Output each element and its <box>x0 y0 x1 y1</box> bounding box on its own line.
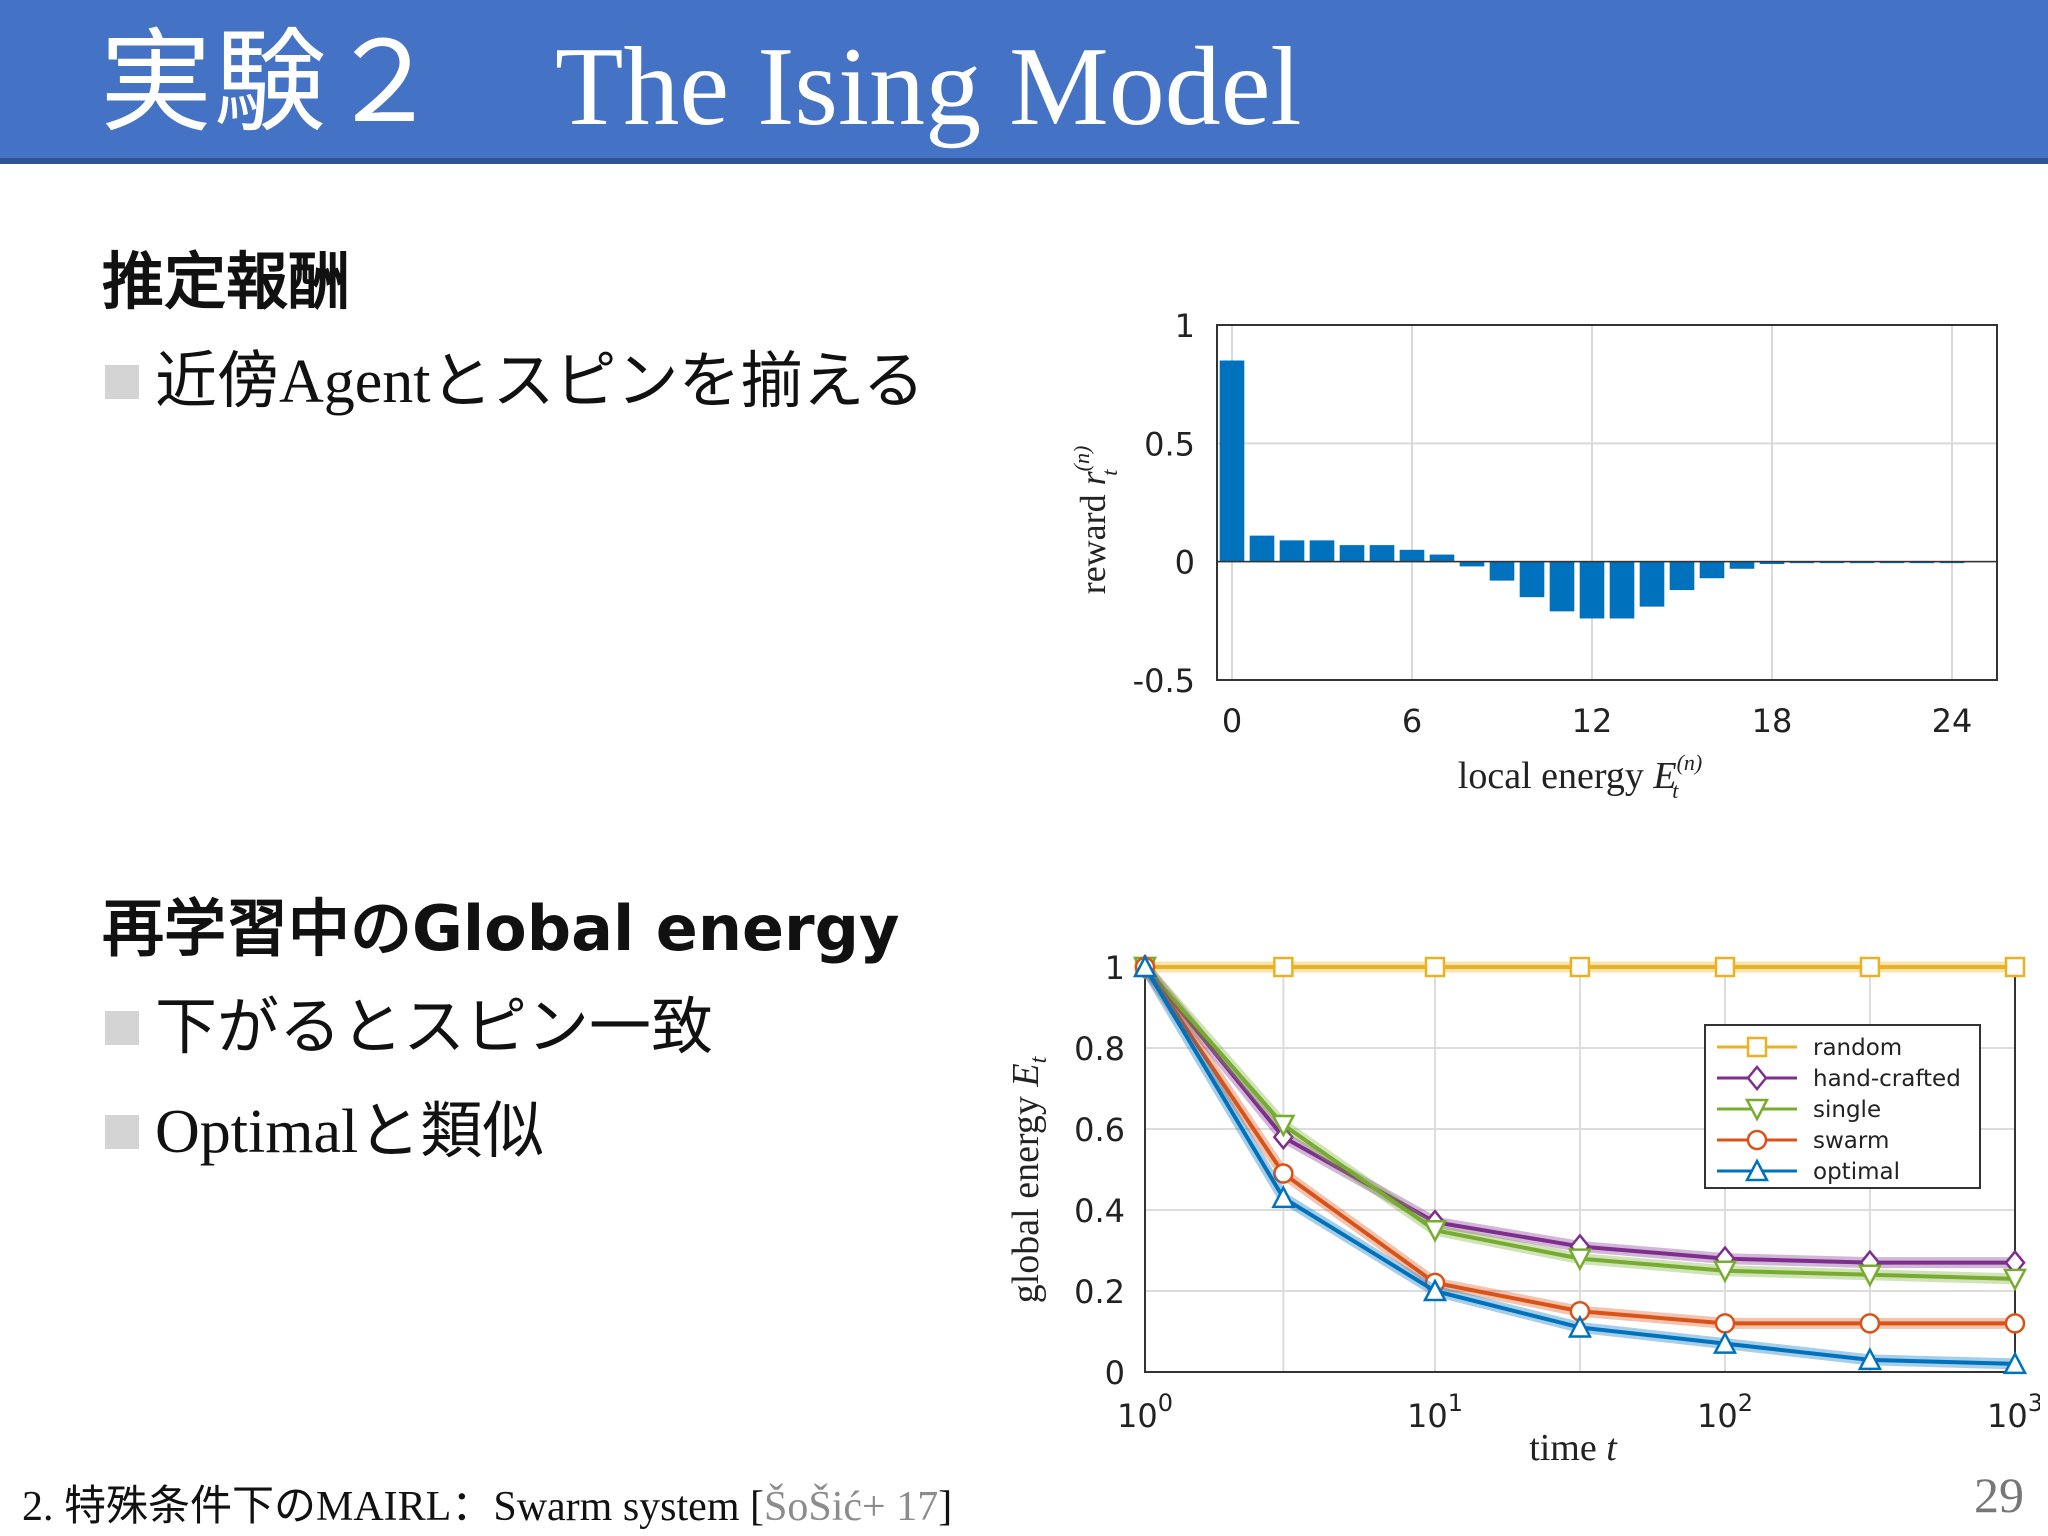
section2-bullet-2: Optimalと類似 <box>105 1098 544 1166</box>
legend-label: hand-crafted <box>1813 1066 1961 1092</box>
section2-heading: 再学習中のGlobal energy <box>102 892 900 965</box>
bar-mark <box>1729 561 1755 569</box>
triangle-down-marker <box>1744 1098 1770 1122</box>
legend-label: random <box>1813 1035 1902 1061</box>
line-y-tick-label: 1 <box>1105 949 1125 987</box>
bar-y-tick-label: 0 <box>1175 544 1195 582</box>
triangle-down-marker <box>1422 1220 1448 1243</box>
triangle-down-marker <box>1271 1114 1296 1138</box>
bullet-text: Optimalと類似 <box>155 1098 545 1166</box>
bar-y-tick-label: 0.5 <box>1144 425 1195 463</box>
line-y-tick-label: 0.2 <box>1074 1273 1125 1311</box>
bar-y-tick-label: -0.5 <box>1133 662 1195 700</box>
bar-mark <box>1639 561 1665 607</box>
bar-mark <box>1579 561 1605 619</box>
line-chart-x-label: time t <box>1529 1427 1618 1469</box>
triangle-down-marker <box>1712 1260 1738 1284</box>
bar-x-tick-label: 12 <box>1572 702 1613 740</box>
footer-bracket: ] <box>938 1484 953 1530</box>
bar-x-tick-label: 6 <box>1402 702 1422 740</box>
legend-label: single <box>1813 1097 1881 1123</box>
circle-marker <box>1746 1129 1768 1151</box>
slide-title-jp: 実験２ <box>100 18 442 148</box>
bar-mark <box>1519 561 1545 598</box>
square-marker <box>1714 956 1736 978</box>
line-y-tick-label: 0.8 <box>1074 1030 1125 1068</box>
bullet-text: 下がるとスピン一致 <box>155 994 714 1062</box>
square-marker <box>1424 956 1446 978</box>
bar-mark <box>1339 545 1365 562</box>
bar-mark <box>1279 540 1305 562</box>
footer-text: 2. 特殊条件下のMAIRL：Swarm system [ <box>22 1484 764 1530</box>
global-energy-line-chart: 0 0.2 0.4 0.6 0.8 1 100 101 102 103 random hand-cr… <box>1005 949 2040 1469</box>
bar-mark <box>1249 535 1275 562</box>
square-marker <box>1859 956 1881 978</box>
slide-header: 実験２ The Ising Model <box>0 0 2048 164</box>
page-number: 29 <box>1974 1467 2024 1523</box>
line-y-tick-label: 0 <box>1105 1354 1125 1392</box>
triangle-up-marker <box>1422 1278 1448 1302</box>
line-y-tick-label: 0.6 <box>1074 1111 1125 1149</box>
bar-mark <box>1609 561 1635 619</box>
line-x-tick-label: 102 <box>1697 1389 1753 1435</box>
triangle-up-marker <box>1567 1314 1592 1338</box>
reward-bar-chart: 1 0.5 0 -0.5 0 6 12 18 24 reward r(n)t local ene… <box>1069 307 1998 803</box>
bar-mark <box>1459 561 1485 567</box>
triangle-up-marker <box>1744 1158 1770 1182</box>
square-marker <box>1273 956 1294 978</box>
bar-mark <box>1699 561 1725 579</box>
section1-heading: 推定報酬 <box>102 245 351 318</box>
circle-marker <box>2004 1313 2026 1334</box>
bullet-text: 近傍Agentとスピンを揃える <box>155 348 925 416</box>
footer-reference: 2. 特殊条件下のMAIRL：Swarm system [ŠoŠić+ 17] <box>22 1472 952 1533</box>
bar-chart-y-label: reward r(n)t <box>1069 446 1122 595</box>
slide-title-en: The Ising Model <box>555 25 1302 149</box>
legend-label: optimal <box>1813 1159 1900 1185</box>
triangle-up-marker <box>1712 1330 1738 1354</box>
line-x-tick-label: 103 <box>1987 1389 2040 1435</box>
triangle-down-marker <box>1567 1248 1592 1272</box>
bullet-square-icon <box>105 365 139 400</box>
section2-bullet-1: 下がるとスピン一致 <box>105 994 713 1062</box>
triangle-up-marker <box>1271 1185 1296 1209</box>
bar-x-tick-label: 0 <box>1222 702 1242 740</box>
legend-label: swarm <box>1813 1128 1889 1154</box>
triangle-down-marker <box>2002 1268 2028 1292</box>
bar-x-tick-label: 18 <box>1752 702 1793 740</box>
bar-mark <box>1369 545 1395 562</box>
line-y-tick-label: 0.4 <box>1074 1192 1125 1230</box>
section1-bullet-1: 近傍Agentとスピンを揃える <box>105 348 925 416</box>
footer-citation: ŠoŠić+ 17 <box>763 1484 939 1530</box>
line-x-tick-label: 100 <box>1117 1389 1173 1435</box>
circle-marker <box>1273 1163 1294 1184</box>
bar-mark <box>1219 360 1245 562</box>
bar-mark <box>1549 561 1575 612</box>
line-x-tick-label: 101 <box>1407 1389 1463 1435</box>
line-chart-y-label: global energy Et <box>1005 1055 1052 1303</box>
bar-mark <box>1669 561 1695 591</box>
bar-chart-x-label: local energy E(n) t <box>1458 750 1702 803</box>
bar-y-tick-label: 1 <box>1175 307 1195 345</box>
bar-mark <box>1399 549 1425 562</box>
triangle-up-marker <box>1857 1347 1882 1371</box>
circle-marker <box>1714 1313 1736 1334</box>
square-marker <box>2004 956 2026 978</box>
triangle-down-marker <box>1857 1264 1882 1288</box>
bar-mark <box>1429 554 1455 562</box>
triangle-up-marker <box>1132 954 1158 978</box>
bullet-square-icon <box>105 1011 139 1046</box>
bullet-square-icon <box>105 1115 139 1150</box>
circle-marker <box>1859 1313 1881 1334</box>
bar-mark <box>1489 561 1515 581</box>
square-marker <box>1746 1036 1768 1058</box>
bar-mark <box>1309 540 1335 562</box>
diamond-marker <box>1746 1065 1768 1091</box>
triangle-up-marker <box>2002 1351 2028 1375</box>
bar-x-tick-label: 24 <box>1932 702 1973 740</box>
bar-mark <box>1759 561 1785 565</box>
square-marker <box>1569 956 1591 978</box>
